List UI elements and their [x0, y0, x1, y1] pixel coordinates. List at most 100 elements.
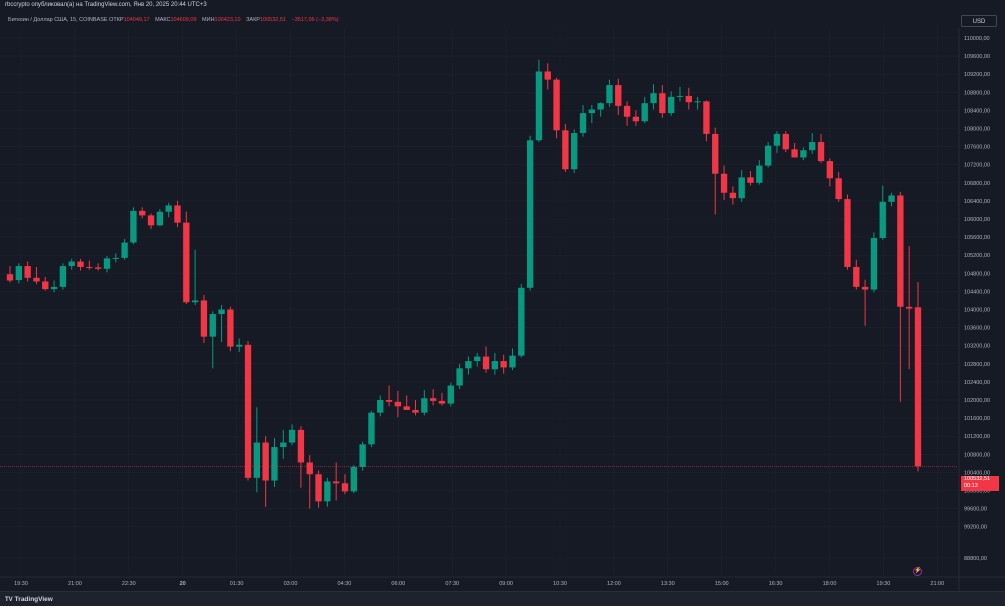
- candle: [703, 100, 710, 142]
- tradingview-brand[interactable]: TV TradingView: [5, 596, 53, 603]
- price-tick-label: 103600,00: [964, 326, 990, 332]
- time-tick-label: 09:00: [499, 581, 513, 587]
- candle-body: [685, 95, 692, 103]
- last-price-value: 100532,51: [964, 476, 990, 482]
- candle: [623, 101, 631, 126]
- candle: [200, 295, 208, 343]
- candle: [121, 238, 128, 260]
- candle: [544, 63, 551, 90]
- candle-body: [615, 85, 622, 106]
- candle: [791, 142, 798, 158]
- price-tick-label: 104400,00: [964, 289, 990, 295]
- low-value: 100423,10: [214, 17, 241, 23]
- candle: [914, 281, 922, 472]
- time-axis: 19:30 21:00 22:30 20 01:30 03:00 04:30 06:00 07:…: [0, 576, 1005, 587]
- candle: [518, 284, 525, 358]
- last-price-tag: 100532,51 00:13: [961, 476, 999, 491]
- candle: [341, 474, 349, 495]
- candle: [227, 306, 234, 352]
- candle-body: [165, 205, 172, 212]
- price-tick-label: 108000,00: [964, 127, 990, 133]
- lightning-icon[interactable]: ⚡: [913, 567, 922, 576]
- candle: [571, 129, 578, 173]
- candle: [615, 78, 622, 115]
- candle: [773, 131, 781, 153]
- candle-body: [500, 361, 507, 368]
- price-tick-label: 106400,00: [964, 199, 990, 205]
- candle-body: [571, 133, 578, 170]
- candle-body: [747, 177, 754, 183]
- candle-body: [94, 267, 102, 269]
- time-tick-label: 20: [180, 581, 186, 587]
- candle: [474, 352, 481, 367]
- high-label: МАКС: [155, 17, 171, 23]
- candle-body: [906, 306, 913, 309]
- currency-button[interactable]: USD: [961, 15, 997, 27]
- candle-body: [526, 140, 534, 288]
- candle-body: [33, 277, 40, 282]
- publisher-bar: rbccrypto опубликовал(а) на TradingView.…: [0, 0, 1005, 14]
- candle: [888, 192, 895, 207]
- time-tick-label: 18:00: [823, 581, 837, 587]
- candle: [826, 158, 834, 187]
- candle-body: [244, 344, 252, 478]
- candle: [861, 279, 869, 326]
- candle-body: [429, 398, 437, 401]
- candle: [412, 400, 419, 416]
- candle: [6, 266, 14, 283]
- price-tick-label: 102000,00: [964, 398, 990, 404]
- candle-body: [897, 195, 904, 307]
- candle: [271, 438, 278, 487]
- candle: [606, 79, 613, 107]
- candle: [879, 185, 886, 240]
- candle: [68, 258, 75, 270]
- candle: [394, 390, 402, 418]
- candle: [588, 104, 595, 124]
- candle-body: [403, 406, 410, 410]
- candle-body: [377, 400, 384, 413]
- candle-body: [791, 149, 798, 158]
- candle: [509, 348, 516, 371]
- candle: [156, 209, 164, 227]
- candle: [15, 263, 22, 284]
- candle-body: [359, 444, 366, 467]
- candle: [50, 280, 58, 293]
- candle-body: [482, 356, 490, 370]
- candle-body: [720, 173, 728, 193]
- candle: [359, 441, 366, 471]
- candle-body: [50, 286, 58, 290]
- candle-body: [826, 161, 834, 179]
- candle-body: [518, 287, 525, 356]
- candle: [870, 232, 878, 293]
- candle: [350, 465, 357, 494]
- candle-body: [271, 447, 278, 481]
- candle-body: [139, 210, 146, 216]
- candle-body: [15, 266, 22, 281]
- candle-body: [438, 400, 446, 404]
- symbol-title: Биткоин / Доллар США, 15, COINBASE: [8, 17, 108, 23]
- candle: [465, 356, 472, 375]
- candle: [385, 385, 393, 407]
- price-tick-label: 100800,00: [964, 452, 990, 458]
- candle-body: [694, 101, 701, 103]
- price-tick-label: 101600,00: [964, 416, 990, 422]
- candle: [438, 392, 446, 406]
- price-tick-label: 102400,00: [964, 380, 990, 386]
- candle-body: [315, 474, 322, 502]
- footer-bar: TV TradingView: [0, 591, 1005, 606]
- candle-body: [412, 409, 419, 413]
- candle: [650, 84, 657, 110]
- tradingview-logo-icon: TV: [5, 597, 13, 603]
- candle: [853, 259, 860, 290]
- candle-body: [844, 199, 851, 267]
- time-tick-label: 19:30: [14, 581, 28, 587]
- candle: [315, 470, 322, 508]
- price-tick-label: 106800,00: [964, 181, 990, 187]
- candle: [288, 424, 296, 446]
- candle-body: [650, 93, 657, 104]
- bar-countdown: 00:13: [964, 483, 978, 489]
- time-tick-label: 21:00: [930, 581, 944, 587]
- candle: [77, 258, 84, 271]
- time-tick-label: 06:00: [391, 581, 405, 587]
